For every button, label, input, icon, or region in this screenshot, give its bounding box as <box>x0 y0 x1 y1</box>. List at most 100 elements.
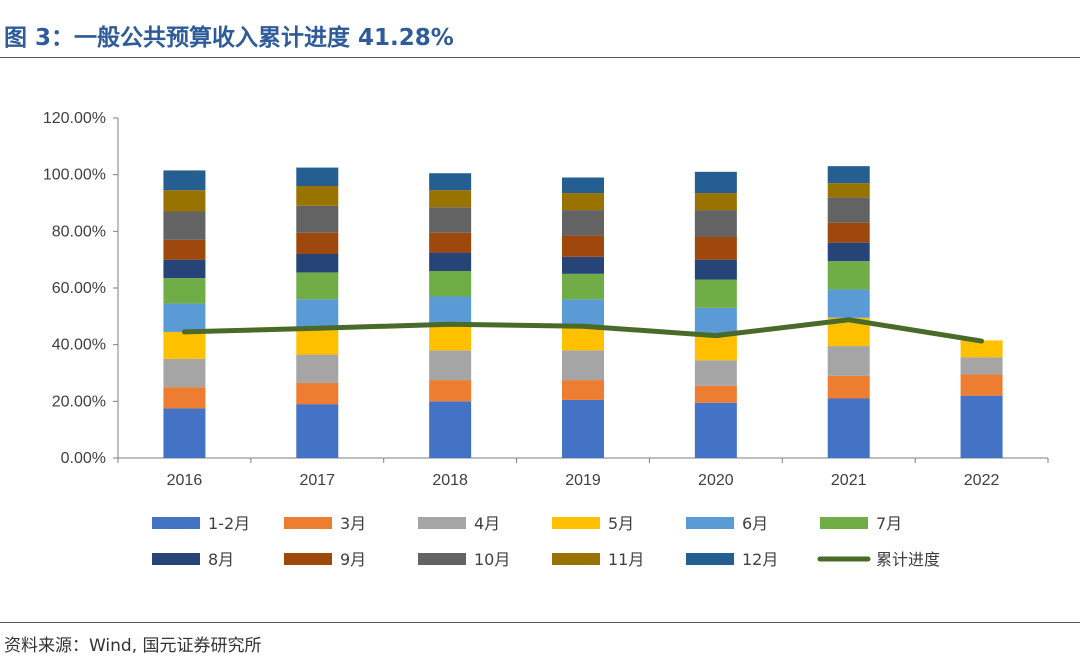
bar-segment-2016-6月 <box>163 303 206 332</box>
bar-segment-2019-3月 <box>562 380 604 400</box>
bar-segment-2019-10月 <box>562 210 604 236</box>
chart-title: 图 3：一般公共预算收入累计进度 41.28% <box>4 25 454 51</box>
legend-label: 9月 <box>340 550 366 569</box>
bar-segment-2021-3月 <box>827 375 870 399</box>
legend-label: 12月 <box>742 550 778 569</box>
bar-segment-2022-3月 <box>960 374 1003 396</box>
bar-segment-2016-4月 <box>163 358 206 388</box>
bar-segment-2022-1-2月 <box>960 395 1003 458</box>
bar-segment-2016-3月 <box>163 387 206 409</box>
legend-label: 6月 <box>742 514 768 533</box>
bar-segment-2017-12月 <box>296 167 339 186</box>
bar-segment-2020-1-2月 <box>694 402 737 458</box>
y-tick-label: 60.00% <box>52 280 106 297</box>
bar-segment-2018-11月 <box>429 190 472 208</box>
x-tick-label: 2018 <box>432 472 468 489</box>
bar-segment-2021-7月 <box>827 261 870 290</box>
bar-segment-2016-7月 <box>163 278 206 304</box>
legend-label: 7月 <box>876 514 902 533</box>
legend-swatch-9月 <box>284 553 332 565</box>
bar-segment-2022-4月 <box>960 357 1003 375</box>
title-divider <box>0 57 1080 58</box>
bar-segment-2018-12月 <box>429 173 472 191</box>
bar-segment-2021-1-2月 <box>827 398 870 458</box>
legend-label: 11月 <box>608 550 644 569</box>
bar-segment-2021-4月 <box>827 346 870 376</box>
bar-segment-2017-6月 <box>296 299 339 330</box>
bar-segment-2016-9月 <box>163 239 206 260</box>
legend-label: 4月 <box>474 514 500 533</box>
bar-segment-2021-6月 <box>827 289 870 318</box>
y-tick-label: 0.00% <box>61 450 106 467</box>
bar-segment-2021-10月 <box>827 197 870 223</box>
bar-segment-2016-10月 <box>163 211 206 240</box>
bar-segment-2020-3月 <box>694 385 737 403</box>
legend: 1-2月 3月 4月 5月 6月 7月 8月 9月 10月 11月 12月 累计进度 <box>152 514 940 569</box>
legend-label: 3月 <box>340 514 366 533</box>
bar-segment-2019-5月 <box>562 327 604 351</box>
legend-swatch-8月 <box>152 553 200 565</box>
legend-label: 累计进度 <box>876 550 940 569</box>
bars <box>163 166 1003 458</box>
bar-segment-2017-7月 <box>296 272 339 300</box>
footer-divider <box>0 622 1080 623</box>
bar-segment-2018-5月 <box>429 324 472 351</box>
x-tick-label: 2022 <box>964 472 1000 489</box>
bar-segment-2019-11月 <box>562 193 604 211</box>
bar-segment-2017-3月 <box>296 382 339 405</box>
bar-segment-2020-10月 <box>694 210 737 237</box>
bar-segment-2020-7月 <box>694 279 737 308</box>
bar-segment-2018-1-2月 <box>429 401 472 458</box>
bar-segment-2021-8月 <box>827 242 870 262</box>
bar-segment-2018-6月 <box>429 296 472 325</box>
bar-segment-2017-9月 <box>296 232 339 254</box>
legend-swatch-12月 <box>686 553 734 565</box>
y-tick-label: 80.00% <box>52 223 106 240</box>
source-note: 资料来源：Wind, 国元证券研究所 <box>4 636 262 656</box>
legend-label: 10月 <box>474 550 510 569</box>
bar-segment-2020-5月 <box>694 334 737 361</box>
bar-segment-2020-6月 <box>694 307 737 335</box>
bar-segment-2018-9月 <box>429 232 472 253</box>
bar-segment-2019-9月 <box>562 235 604 257</box>
bar-segment-2018-10月 <box>429 207 472 233</box>
cumulative-progress-line <box>181 317 985 344</box>
x-tick-label: 2021 <box>831 472 867 489</box>
y-tick-label: 20.00% <box>52 393 106 410</box>
legend-swatch-5月 <box>552 517 600 529</box>
bar-segment-2017-11月 <box>296 186 339 206</box>
bar-segment-2022-5月 <box>960 340 1003 358</box>
bar-segment-2018-7月 <box>429 271 472 297</box>
legend-swatch-6月 <box>686 517 734 529</box>
bar-segment-2019-8月 <box>562 256 604 274</box>
y-tick-label: 100.00% <box>43 167 106 184</box>
legend-swatch-11月 <box>552 553 600 565</box>
legend-swatch-1-2月 <box>152 517 200 529</box>
legend-swatch-3月 <box>284 517 332 529</box>
bar-segment-2019-12月 <box>562 177 604 194</box>
bar-segment-2019-7月 <box>562 273 604 300</box>
bar-segment-2016-12月 <box>163 170 206 191</box>
y-tick-label: 40.00% <box>52 337 106 354</box>
x-tick-label: 2019 <box>565 472 601 489</box>
bar-segment-2018-8月 <box>429 252 472 271</box>
bar-segment-2019-1-2月 <box>562 399 604 458</box>
bar-segment-2017-10月 <box>296 205 339 233</box>
legend-label: 5月 <box>608 514 634 533</box>
bar-segment-2020-12月 <box>694 171 737 194</box>
x-tick-label: 2017 <box>299 472 335 489</box>
bar-segment-2017-8月 <box>296 254 339 273</box>
bar-segment-2016-1-2月 <box>163 408 206 458</box>
legend-swatch-7月 <box>820 517 868 529</box>
legend-swatch-4月 <box>418 517 466 529</box>
legend-label: 8月 <box>208 550 234 569</box>
bar-segment-2017-5月 <box>296 329 339 355</box>
bar-segment-2019-6月 <box>562 299 604 328</box>
bar-segment-2017-1-2月 <box>296 404 339 458</box>
stacked-bar-chart: 0.00% 20.00% 40.00% 60.00% 80.00% 100.00% 120.… <box>43 110 1049 569</box>
bar-segment-2020-11月 <box>694 193 737 211</box>
bar-segment-2019-4月 <box>562 350 604 381</box>
bar-segment-2021-9月 <box>827 222 870 243</box>
legend-label: 1-2月 <box>208 514 250 533</box>
bar-segment-2021-12月 <box>827 166 870 184</box>
